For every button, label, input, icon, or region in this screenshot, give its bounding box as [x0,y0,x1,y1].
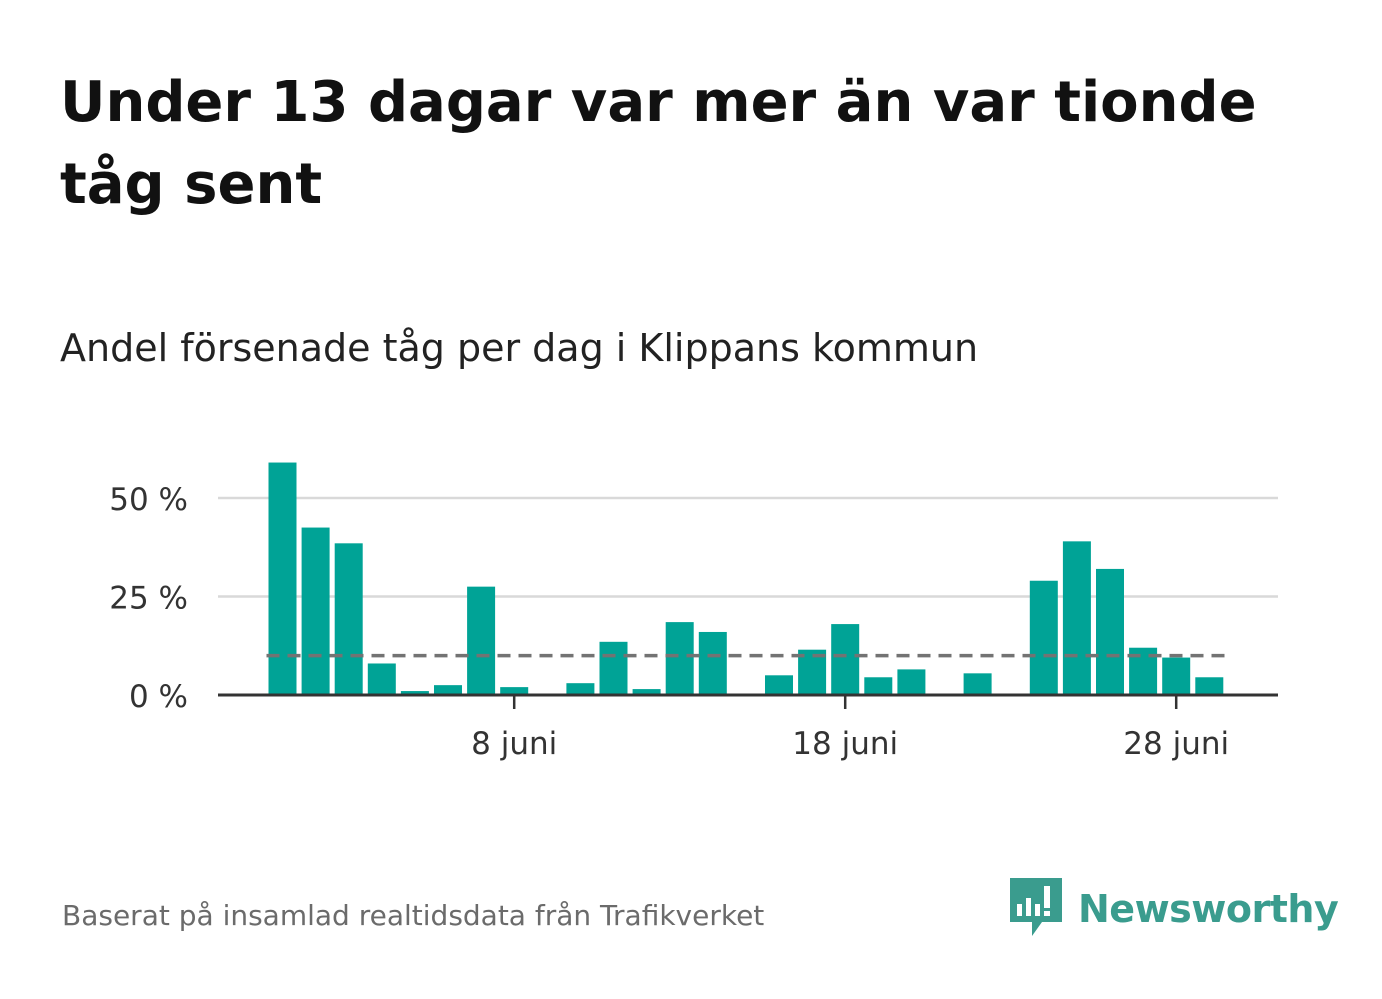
bar [1162,657,1191,695]
bar [765,675,793,695]
bar-chart: 0 % 25 % 50 % 8 juni 18 juni 28 juni [109,462,1278,762]
bar [301,527,330,695]
bar [963,673,992,695]
bar [268,462,297,695]
bar [1096,568,1124,695]
brand-logo: Newsworthy [1010,878,1339,940]
x-tick-label: 28 juni [1123,726,1229,762]
bar [334,543,363,695]
bar [566,683,595,695]
bar [434,685,462,695]
x-tick-label: 8 juni [471,726,557,762]
bar [500,687,529,695]
bar [1062,541,1091,695]
bar [698,631,727,695]
source-note: Baserat på insamlad realtidsdata från Tr… [62,899,765,932]
bar [367,663,396,695]
bar [831,624,860,695]
brand-name: Newsworthy [1078,887,1339,931]
y-tick-label: 25 % [109,581,188,617]
bar [467,586,496,695]
bar [400,691,429,695]
bar [1029,580,1058,695]
x-tick-label: 18 juni [792,726,898,762]
bar [864,677,893,695]
bar [1195,677,1224,695]
bar [632,689,661,695]
newsworthy-logo-icon [1010,878,1062,936]
bar [665,622,694,695]
bar [599,641,628,695]
axes: 0 % 25 % 50 % 8 juni 18 juni 28 juni [109,482,1278,762]
y-tick-label: 0 % [129,679,188,715]
y-tick-label: 50 % [109,482,188,518]
bar [897,669,926,695]
chart-subtitle: Andel försenade tåg per dag i Klippans k… [60,326,979,370]
chart-title: Under 13 dagar var mer än var tionde tåg… [60,70,1257,217]
